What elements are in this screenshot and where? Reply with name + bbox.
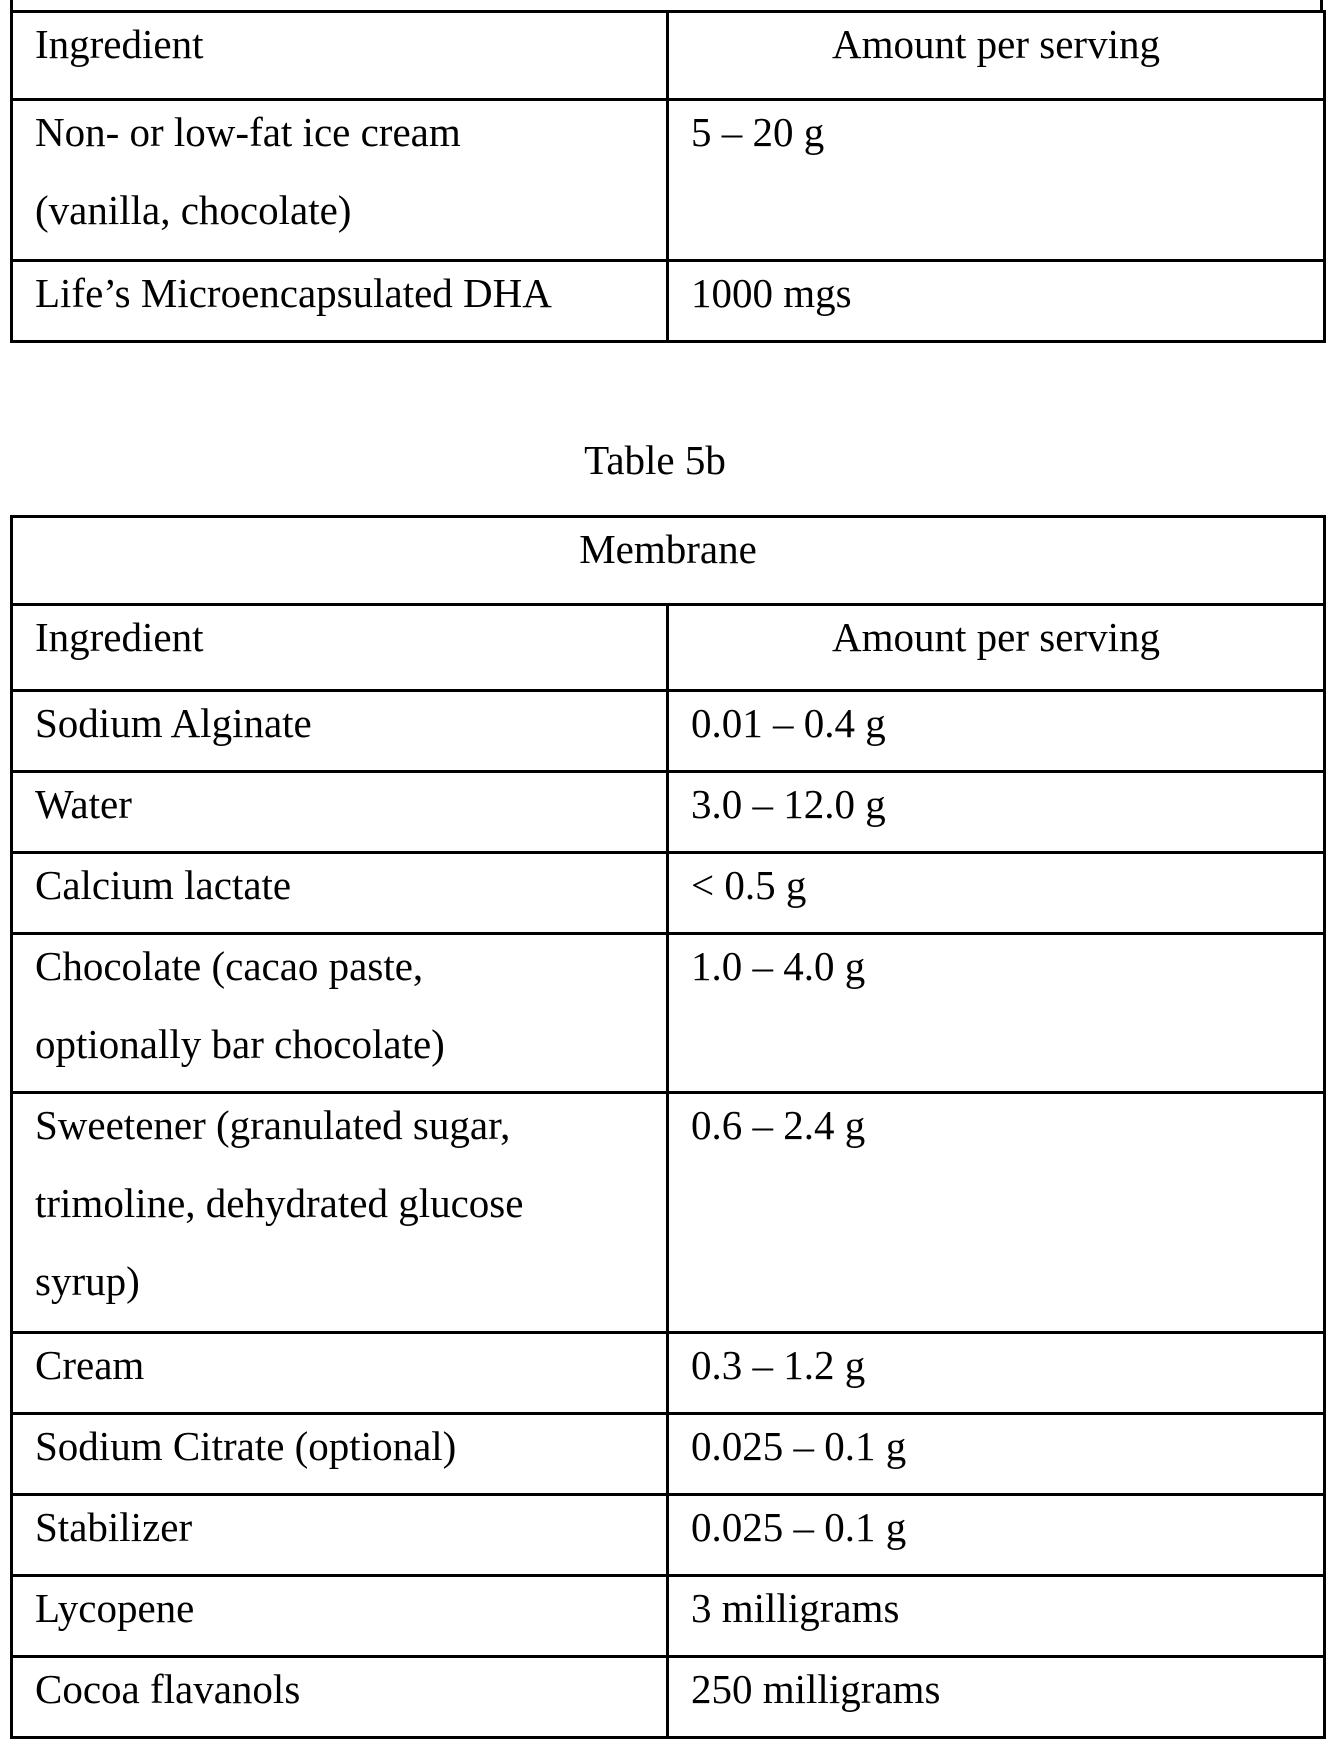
ingredient-cell: Water bbox=[12, 772, 668, 853]
ingredient-line: syrup) bbox=[35, 1242, 644, 1320]
ingredient-line: Water bbox=[35, 765, 644, 843]
amount-cell: 0.025 – 0.1 g bbox=[668, 1414, 1325, 1495]
ingredient-line: Non- or low-fat ice cream bbox=[35, 93, 644, 171]
section-title: Membrane bbox=[12, 517, 1325, 605]
amount-cell: 3.0 – 12.0 g bbox=[668, 772, 1325, 853]
ingredient-line: Sodium Citrate (optional) bbox=[35, 1407, 644, 1485]
table-row: Cocoa flavanols250 milligrams bbox=[12, 1657, 1325, 1738]
table-row: Sweetener (granulated sugar,trimoline, d… bbox=[12, 1093, 1325, 1333]
amount-cell: 0.025 – 0.1 g bbox=[668, 1495, 1325, 1576]
ingredient-cell: Sodium Alginate bbox=[12, 691, 668, 772]
amount-cell: 0.3 – 1.2 g bbox=[668, 1333, 1325, 1414]
header-ingredient: Ingredient bbox=[12, 12, 668, 100]
table-row: Sodium Alginate0.01 – 0.4 g bbox=[12, 691, 1325, 772]
table-row: Chocolate (cacao paste,optionally bar ch… bbox=[12, 934, 1325, 1093]
ingredients-table-5a: Ingredient Amount per serving Non- or lo… bbox=[10, 10, 1326, 343]
table-row: Water3.0 – 12.0 g bbox=[12, 772, 1325, 853]
table-header-row: Ingredient Amount per serving bbox=[12, 12, 1325, 100]
header-amount: Amount per serving bbox=[668, 12, 1325, 100]
ingredient-cell: Lycopene bbox=[12, 1576, 668, 1657]
amount-cell: 1000 mgs bbox=[668, 261, 1325, 342]
header-amount: Amount per serving bbox=[668, 605, 1325, 691]
ingredient-line: trimoline, dehydrated glucose bbox=[35, 1164, 644, 1242]
amount-cell: 0.01 – 0.4 g bbox=[668, 691, 1325, 772]
amount-cell: 1.0 – 4.0 g bbox=[668, 934, 1325, 1093]
ingredient-line: Sodium Alginate bbox=[35, 684, 644, 762]
ingredient-line: Calcium lactate bbox=[35, 846, 644, 924]
table-row: Stabilizer0.025 – 0.1 g bbox=[12, 1495, 1325, 1576]
ingredient-cell: Chocolate (cacao paste,optionally bar ch… bbox=[12, 934, 668, 1093]
ingredient-line: Lycopene bbox=[35, 1569, 644, 1647]
table-caption: Table 5b bbox=[0, 432, 1310, 488]
ingredient-cell: Stabilizer bbox=[12, 1495, 668, 1576]
ingredient-line: Life’s Microencapsulated DHA bbox=[35, 254, 644, 332]
table-row: Non- or low-fat ice cream(vanilla, choco… bbox=[12, 100, 1325, 261]
table-row: Cream0.3 – 1.2 g bbox=[12, 1333, 1325, 1414]
amount-cell: 250 milligrams bbox=[668, 1657, 1325, 1738]
amount-cell: < 0.5 g bbox=[668, 853, 1325, 934]
ingredient-cell: Cream bbox=[12, 1333, 668, 1414]
amount-cell: 3 milligrams bbox=[668, 1576, 1325, 1657]
ingredient-line: Cream bbox=[35, 1326, 644, 1404]
ingredient-line: Chocolate (cacao paste, bbox=[35, 927, 644, 1005]
table-row: Life’s Microencapsulated DHA1000 mgs bbox=[12, 261, 1325, 342]
ingredient-cell: Sweetener (granulated sugar,trimoline, d… bbox=[12, 1093, 668, 1333]
ingredient-line: (vanilla, chocolate) bbox=[35, 171, 644, 249]
table-header-row: Ingredient Amount per serving bbox=[12, 605, 1325, 691]
table-row: Calcium lactate< 0.5 g bbox=[12, 853, 1325, 934]
ingredient-cell: Life’s Microencapsulated DHA bbox=[12, 261, 668, 342]
ingredient-cell: Cocoa flavanols bbox=[12, 1657, 668, 1738]
amount-cell: 5 – 20 g bbox=[668, 100, 1325, 261]
table-row: Sodium Citrate (optional)0.025 – 0.1 g bbox=[12, 1414, 1325, 1495]
ingredients-table-5b: Membrane Ingredient Amount per serving S… bbox=[10, 515, 1326, 1739]
amount-cell: 0.6 – 2.4 g bbox=[668, 1093, 1325, 1333]
ingredient-cell: Non- or low-fat ice cream(vanilla, choco… bbox=[12, 100, 668, 261]
ingredient-cell: Calcium lactate bbox=[12, 853, 668, 934]
ingredient-line: Sweetener (granulated sugar, bbox=[35, 1086, 644, 1164]
ingredient-line: Stabilizer bbox=[35, 1488, 644, 1566]
ingredient-line: Cocoa flavanols bbox=[35, 1650, 644, 1728]
table-row: Lycopene3 milligrams bbox=[12, 1576, 1325, 1657]
ingredient-line: optionally bar chocolate) bbox=[35, 1005, 644, 1083]
ingredient-cell: Sodium Citrate (optional) bbox=[12, 1414, 668, 1495]
section-row: Membrane bbox=[12, 517, 1325, 605]
header-ingredient: Ingredient bbox=[12, 605, 668, 691]
